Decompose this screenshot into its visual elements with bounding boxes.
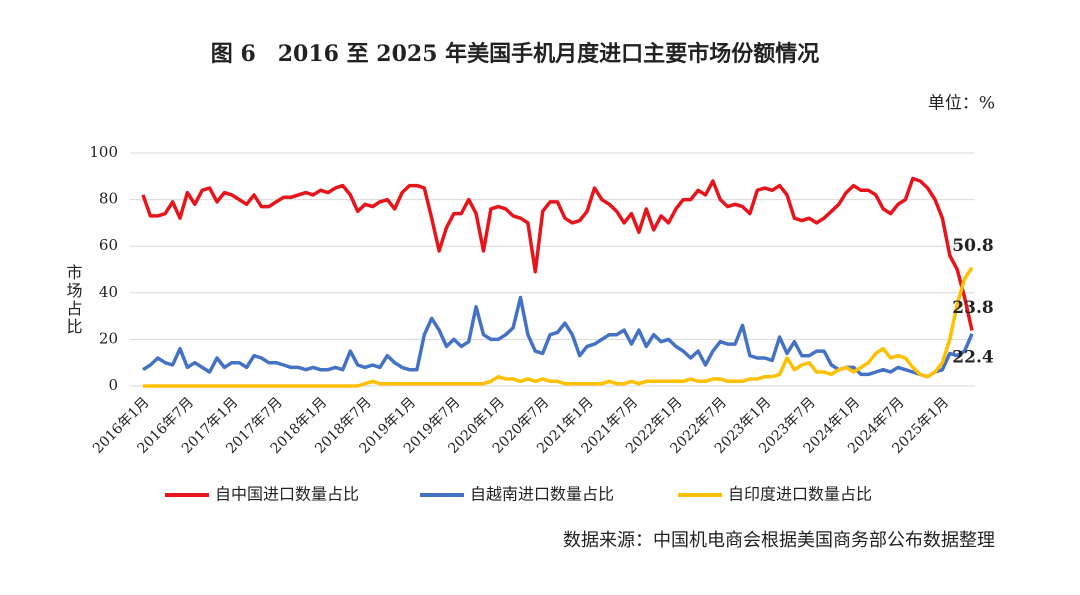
y-tick-label: 40 <box>99 283 118 301</box>
data-label: 22.4 <box>952 347 994 367</box>
data-label: 50.8 <box>952 236 993 256</box>
source-note: 数据来源：中国机电商会根据美国商务部公布数据整理 <box>563 530 995 551</box>
y-tick-label: 60 <box>99 236 118 254</box>
chart-title: 图 6 2016 至 2025 年美国手机月度进口主要市场份额情况 <box>211 41 819 67</box>
legend-label: 自印度进口数量占比 <box>728 485 872 504</box>
unit-label: 单位：% <box>928 94 995 114</box>
y-tick-label: 100 <box>89 143 118 161</box>
legend-label: 自中国进口数量占比 <box>215 485 359 504</box>
y-tick-label: 0 <box>108 376 118 394</box>
data-label: 23.8 <box>952 298 993 318</box>
y-axis-label: 市场占比 <box>64 264 83 336</box>
y-tick-label: 20 <box>99 329 118 347</box>
legend-label: 自越南进口数量占比 <box>470 485 614 504</box>
y-tick-label: 80 <box>99 190 118 208</box>
series-line <box>143 266 974 388</box>
series-line <box>141 176 974 331</box>
series-line <box>142 295 974 379</box>
